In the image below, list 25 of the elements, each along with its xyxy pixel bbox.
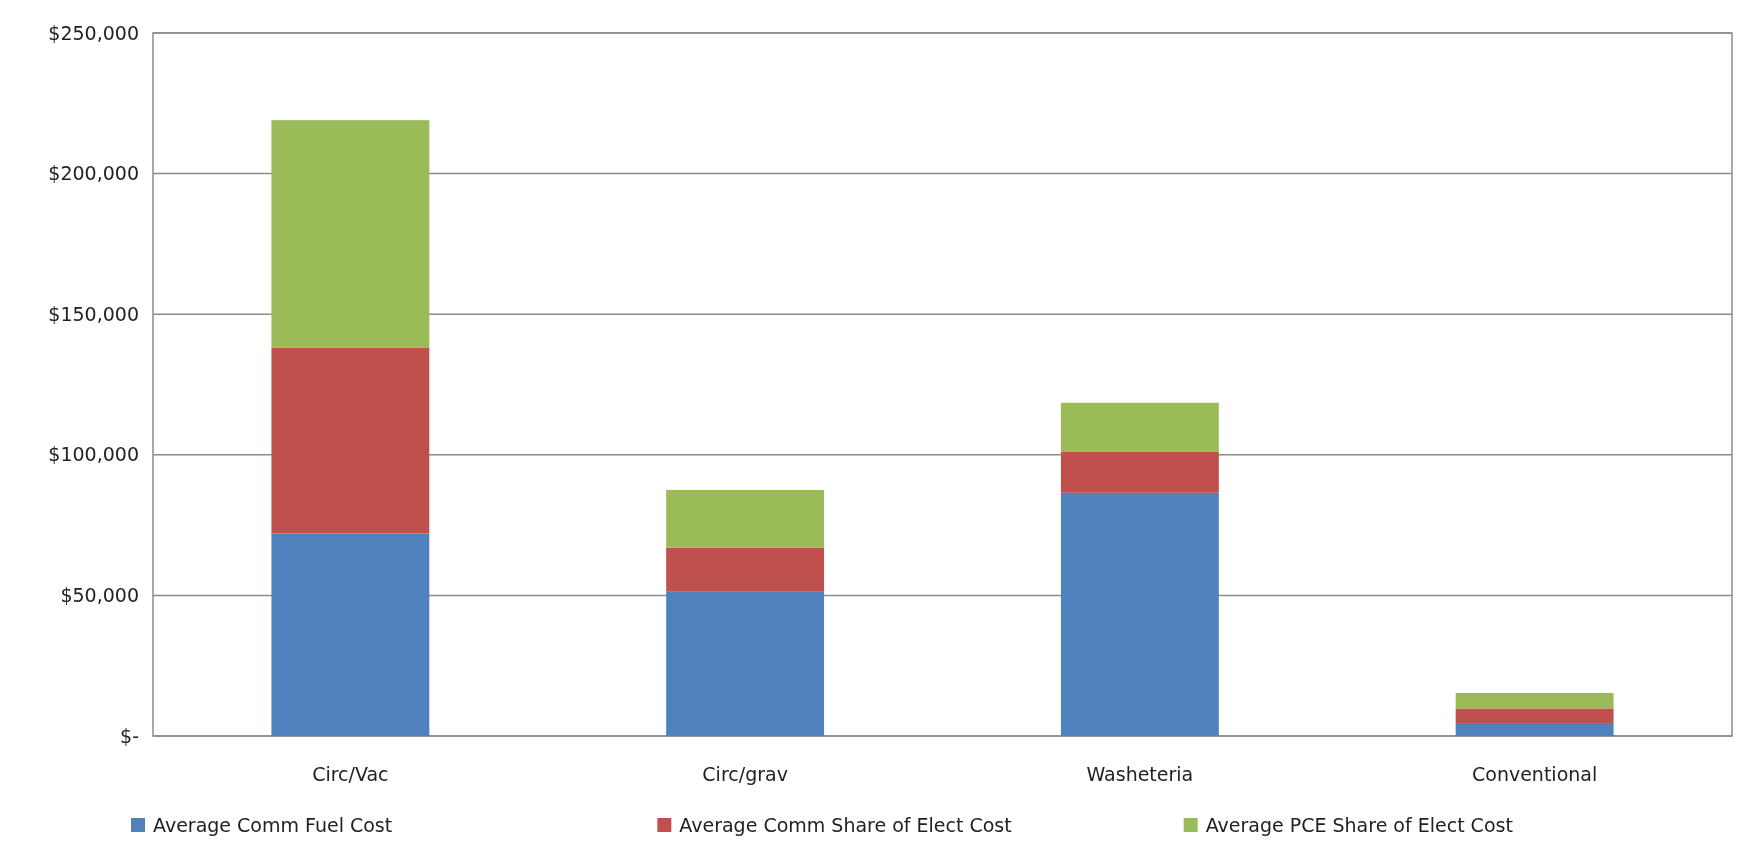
x-tick-label: Conventional [1472,763,1598,785]
y-tick-label: $- [120,724,139,747]
y-tick-label: $100,000 [48,443,139,466]
bar [1455,708,1614,724]
legend-label: Average PCE Share of Elect Cost [1205,813,1513,836]
bar [1060,451,1219,493]
x-tick-label: Washeteria [1086,763,1194,785]
y-tick-label: $150,000 [48,302,139,325]
bar [1455,692,1614,709]
bar [1455,723,1614,736]
x-tick-label: Circ/grav [702,763,788,785]
bar [1060,402,1219,452]
bar [271,533,430,736]
y-tick-label: $200,000 [48,162,139,185]
legend-label: Average Comm Share of Elect Cost [679,813,1012,836]
bar [1060,492,1219,736]
y-tick-label: $50,000 [60,584,139,607]
bar [271,120,430,348]
y-tick-label: $250,000 [48,21,139,44]
x-tick-label: Circ/Vac [312,763,389,785]
bar [666,591,825,736]
bar [666,547,825,592]
bar [271,347,430,534]
legend-label: Average Comm Fuel Cost [153,813,393,836]
bar [666,489,825,548]
